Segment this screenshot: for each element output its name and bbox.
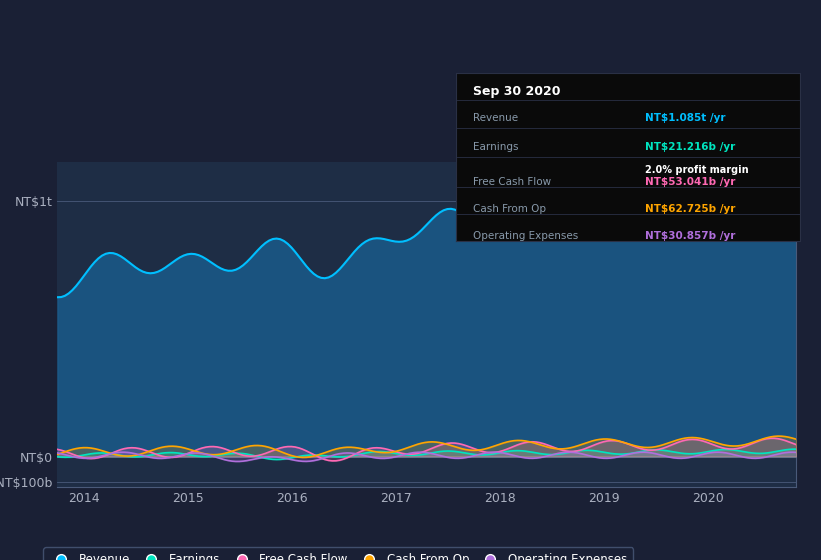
Text: NT$30.857b /yr: NT$30.857b /yr (645, 231, 736, 241)
Text: NT$53.041b /yr: NT$53.041b /yr (645, 177, 736, 187)
Text: Earnings: Earnings (473, 142, 518, 152)
Text: NT$1.085t /yr: NT$1.085t /yr (645, 113, 726, 123)
Text: 2.0% profit margin: 2.0% profit margin (645, 165, 749, 175)
Text: Revenue: Revenue (473, 113, 518, 123)
Text: NT$62.725b /yr: NT$62.725b /yr (645, 204, 736, 214)
Text: Sep 30 2020: Sep 30 2020 (473, 85, 561, 97)
Text: Free Cash Flow: Free Cash Flow (473, 177, 551, 187)
Text: Operating Expenses: Operating Expenses (473, 231, 578, 241)
Text: NT$21.216b /yr: NT$21.216b /yr (645, 142, 736, 152)
Legend: Revenue, Earnings, Free Cash Flow, Cash From Op, Operating Expenses: Revenue, Earnings, Free Cash Flow, Cash … (44, 548, 633, 560)
Text: Cash From Op: Cash From Op (473, 204, 546, 214)
